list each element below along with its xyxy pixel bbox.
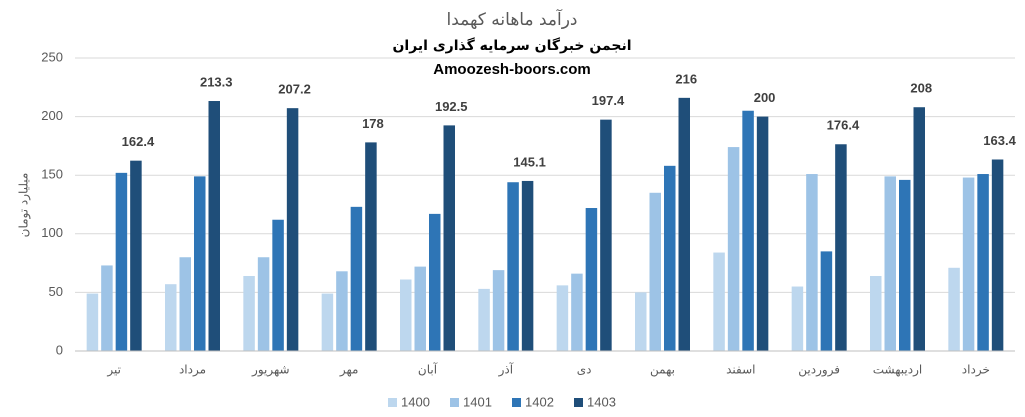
legend-swatch — [388, 398, 397, 407]
x-tick-label: اسفند — [726, 363, 755, 377]
bar — [272, 219, 284, 351]
bar — [400, 279, 412, 351]
bar — [243, 275, 255, 351]
x-tick-label: تیر — [106, 363, 121, 378]
x-tick-label: آذر — [498, 362, 514, 378]
y-tick-label: 0 — [56, 342, 63, 357]
bar — [165, 284, 177, 351]
bar — [756, 116, 769, 351]
bar — [208, 101, 220, 352]
data-label: 145.1 — [513, 154, 546, 169]
bar — [414, 266, 426, 351]
bar — [556, 285, 569, 351]
x-tick-label: مرداد — [179, 363, 206, 378]
y-tick-label: 50 — [49, 284, 63, 299]
bar — [664, 165, 676, 351]
data-label: 200 — [754, 90, 776, 105]
bar — [991, 159, 1004, 351]
y-axis-label: میلیارد تومان — [17, 173, 32, 238]
x-tick-label: شهریور — [251, 363, 290, 378]
legend-label: 1400 — [401, 394, 430, 409]
bar — [521, 180, 534, 351]
legend-label: 1402 — [525, 394, 554, 409]
data-label: 162.4 — [122, 134, 155, 149]
bar — [507, 182, 519, 351]
data-label: 207.2 — [278, 82, 311, 97]
bar — [429, 213, 441, 351]
legend-swatch — [512, 398, 521, 407]
bar — [115, 172, 128, 351]
bar — [948, 267, 960, 351]
bar — [977, 174, 989, 351]
bar — [635, 292, 647, 351]
bar — [913, 107, 925, 351]
x-tick-label: آبان — [418, 362, 438, 377]
bar — [286, 108, 299, 352]
bar — [600, 119, 612, 351]
legend-label: 1401 — [463, 394, 492, 409]
y-tick-label: 250 — [41, 49, 63, 64]
bar — [649, 192, 661, 351]
bar — [713, 252, 725, 351]
bar — [870, 275, 882, 351]
bar — [321, 293, 334, 351]
data-label: 178 — [362, 116, 384, 131]
y-tick-label: 200 — [41, 108, 63, 123]
bar — [194, 176, 206, 351]
bar — [336, 271, 348, 351]
bar — [101, 265, 113, 351]
data-label: 197.4 — [592, 93, 625, 108]
y-tick-label: 100 — [41, 225, 63, 240]
bar — [820, 251, 833, 351]
data-label: 163.4 — [983, 133, 1016, 148]
bar — [962, 177, 975, 351]
bar — [130, 160, 142, 351]
bar — [492, 270, 505, 351]
bar — [179, 257, 191, 351]
bar — [791, 286, 804, 351]
x-tick-label: بهمن — [650, 363, 675, 378]
chart-subtitle: انجمن خبرگان سرمایه گذاری ایران — [392, 37, 631, 54]
x-tick-label: اردیبهشت — [873, 363, 922, 378]
y-tick-label: 150 — [41, 167, 63, 182]
chart-source: Amoozesh-boors.com — [433, 61, 591, 78]
bar — [806, 174, 818, 351]
bar — [478, 288, 490, 351]
bar — [257, 257, 270, 351]
bar — [443, 125, 455, 351]
x-tick-label: دی — [577, 363, 592, 377]
bar — [884, 176, 896, 351]
bar — [86, 293, 99, 351]
legend-swatch — [450, 398, 459, 407]
bar — [727, 147, 740, 351]
chart-title: درآمد ماهانه کهمدا — [446, 8, 577, 30]
x-tick-label: فروردین — [798, 363, 840, 378]
bar — [835, 144, 847, 351]
bar — [571, 273, 583, 351]
data-label: 192.5 — [435, 99, 468, 114]
x-tick-label: خرداد — [962, 363, 990, 378]
bar — [899, 179, 911, 351]
data-label: 213.3 — [200, 74, 233, 89]
bar — [585, 208, 598, 351]
data-label: 216 — [675, 71, 697, 86]
bar — [742, 110, 754, 352]
legend-swatch — [574, 398, 583, 407]
bar — [350, 206, 363, 351]
bar — [365, 142, 377, 351]
legend-label: 1403 — [587, 394, 616, 409]
x-tick-label: مهر — [339, 363, 359, 378]
data-label: 176.4 — [827, 118, 860, 133]
bar — [678, 97, 690, 352]
data-label: 208 — [910, 81, 932, 96]
